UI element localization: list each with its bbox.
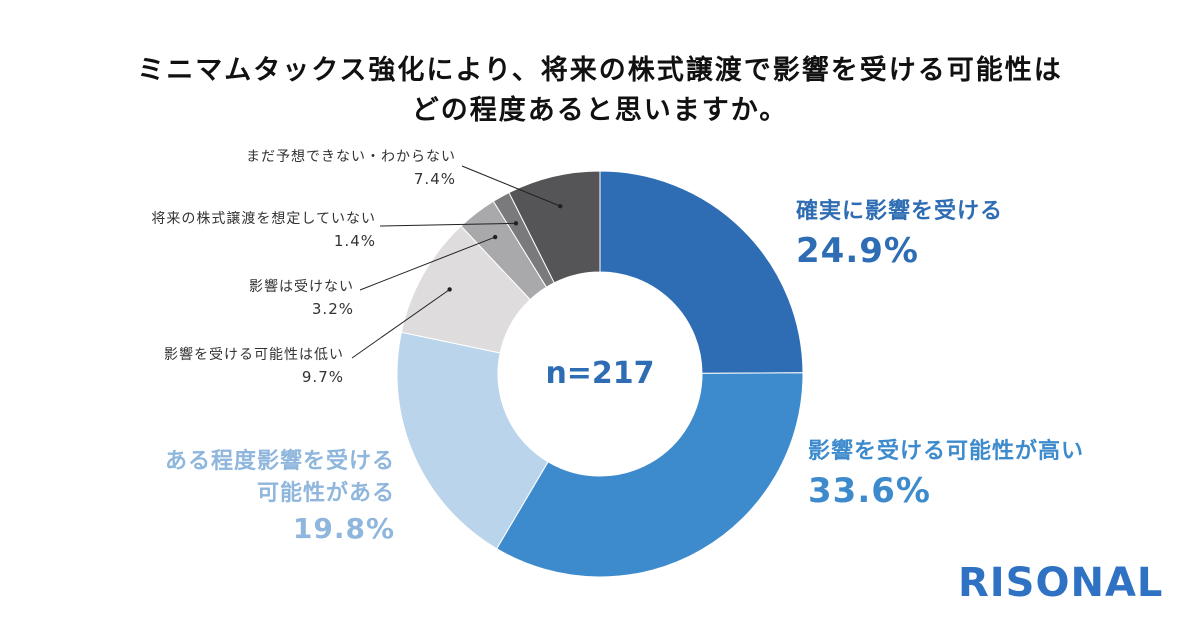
label-somewhat-pct: 19.8% <box>292 512 395 545</box>
label-unknown-pct: 7.4% <box>413 170 456 188</box>
leader-line-not-planned-dot <box>513 221 519 226</box>
leader-line-no-impact <box>359 236 496 291</box>
leader-line-no-impact-dot <box>492 234 498 240</box>
label-somewhat: ある程度影響を受ける 可能性がある 19.8% <box>150 446 395 548</box>
sample-size-label: n=217 <box>545 356 655 391</box>
label-certain: 確実に影響を受ける 24.9% <box>796 196 1003 274</box>
chart-title-line-2: どの程度あると思いますか。 <box>411 95 789 126</box>
label-likely: 影響を受ける可能性が高い 33.6% <box>808 436 1084 514</box>
label-certain-name: 確実に影響を受ける <box>796 199 1004 224</box>
label-likely-name: 影響を受ける可能性が高い <box>808 439 1085 464</box>
slice-unknown <box>508 170 601 284</box>
chart-title-line-1: ミニマムタックス強化により、将来の株式譲渡で影響を受ける可能性は <box>137 55 1063 86</box>
label-no-impact-name: 影響は受けない <box>249 279 354 295</box>
label-unknown-name: まだ予想できない・わからない <box>246 149 456 165</box>
label-somewhat-name-1: ある程度影響を受ける <box>164 449 395 474</box>
leader-line-unknown-dot <box>558 203 563 209</box>
slice-likely <box>495 372 804 578</box>
label-unknown: まだ予想できない・わからない 7.4% <box>120 146 456 190</box>
label-somewhat-name-2: 可能性がある <box>256 481 395 506</box>
label-not-planned: 将来の株式譲渡を想定していない 1.4% <box>80 208 376 252</box>
slice-somewhat <box>396 331 549 550</box>
label-low-pct: 9.7% <box>301 368 344 386</box>
label-no-impact: 影響は受けない 3.2% <box>140 276 354 320</box>
leader-line-low-dot <box>447 287 452 292</box>
label-not-planned-name: 将来の株式譲渡を想定していない <box>151 211 376 227</box>
slice-certain <box>599 170 804 374</box>
label-low-name: 影響を受ける可能性は低い <box>164 347 344 363</box>
label-certain-pct: 24.9% <box>796 231 919 271</box>
label-not-planned-pct: 1.4% <box>333 232 376 250</box>
brand-logo: RISONAL <box>958 560 1164 606</box>
leader-line-not-planned <box>379 222 516 227</box>
leader-line-low <box>351 289 450 359</box>
leader-line-unknown <box>461 165 561 207</box>
label-low: 影響を受ける可能性は低い 9.7% <box>100 344 344 388</box>
label-no-impact-pct: 3.2% <box>311 300 354 318</box>
label-likely-pct: 33.6% <box>808 471 931 511</box>
